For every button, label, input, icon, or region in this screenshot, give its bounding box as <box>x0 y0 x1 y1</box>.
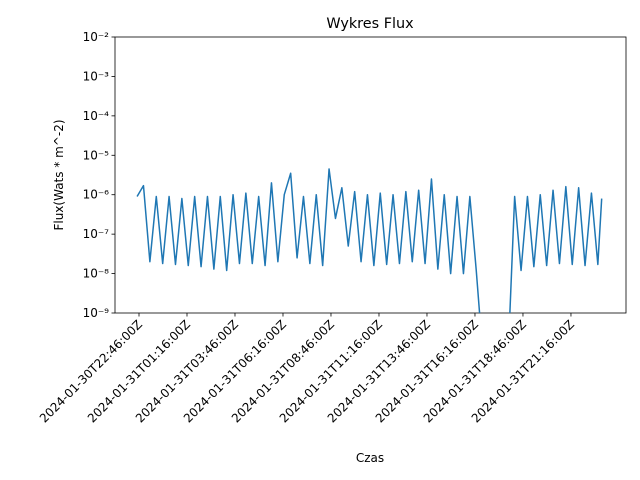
x-tick-label: 2024-01-31T21:16:00Z <box>469 317 577 425</box>
y-tick-label: 10⁻³ <box>83 69 110 83</box>
y-tick-label: 10⁻⁵ <box>83 148 110 162</box>
y-tick-label: 10⁻⁶ <box>83 188 110 202</box>
x-axis-label: Czas <box>356 451 384 465</box>
y-axis-label: Flux(Wats * m^-2) <box>52 119 66 230</box>
y-tick-label: 10⁻⁷ <box>83 227 110 241</box>
plot-frame <box>114 36 627 314</box>
y-tick-label: 10⁻⁴ <box>83 109 110 123</box>
chart-title: Wykres Flux <box>326 16 414 32</box>
y-tick-label: 10⁻⁸ <box>83 267 110 281</box>
y-tick-label: 10⁻² <box>83 30 110 44</box>
data-line <box>136 168 603 313</box>
y-tick-label: 10⁻⁹ <box>83 306 110 320</box>
